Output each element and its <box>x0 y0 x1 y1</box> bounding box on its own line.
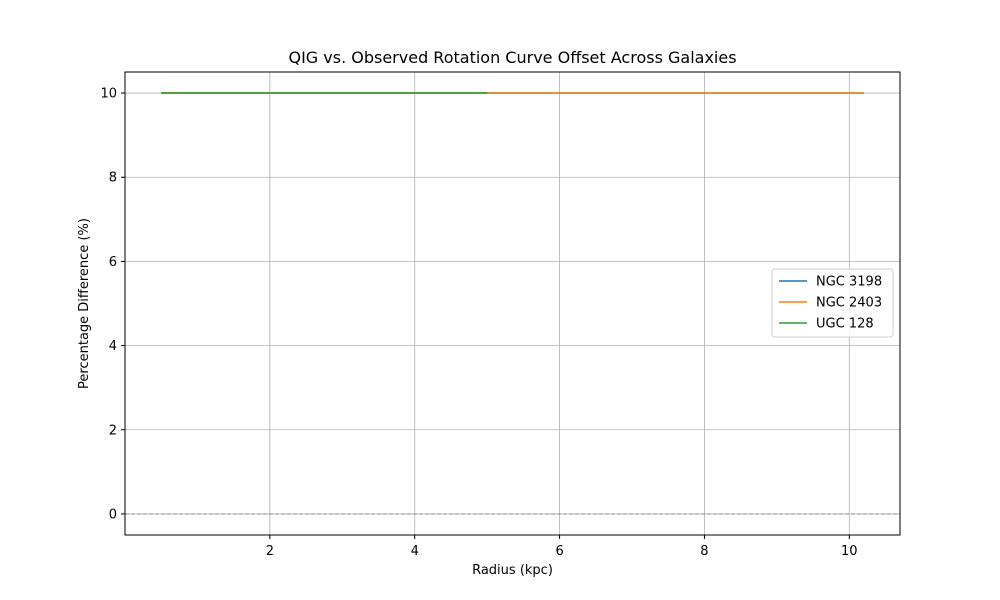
legend-box <box>771 268 894 338</box>
legend-label: NGC 3198 <box>816 275 882 290</box>
y-tick-label: 2 <box>109 423 117 438</box>
x-tick-label: 10 <box>841 544 858 559</box>
y-tick-label: 4 <box>109 339 117 354</box>
chart-title: QIG vs. Observed Rotation Curve Offset A… <box>288 48 736 67</box>
y-ticks: 0 2 4 6 8 10 <box>100 87 125 522</box>
plot-frame <box>124 71 901 536</box>
x-tick-label: 8 <box>700 544 708 559</box>
x-axis-label: Radius (kpc) <box>472 563 553 578</box>
x-tick-label: 4 <box>411 544 419 559</box>
y-tick-label: 6 <box>109 255 117 270</box>
y-tick-label: 8 <box>109 171 117 186</box>
legend-label: UGC 128 <box>816 317 874 332</box>
y-tick-label: 10 <box>100 87 117 102</box>
legend-label: NGC 2403 <box>816 296 882 311</box>
legend: NGC 3198 NGC 2403 UGC 128 <box>771 268 894 338</box>
y-axis-label: Percentage Difference (%) <box>77 218 92 389</box>
x-tick-label: 2 <box>266 544 274 559</box>
x-ticks: 2 4 6 8 10 <box>266 535 858 559</box>
y-tick-label: 0 <box>109 507 117 522</box>
x-tick-label: 6 <box>555 544 563 559</box>
